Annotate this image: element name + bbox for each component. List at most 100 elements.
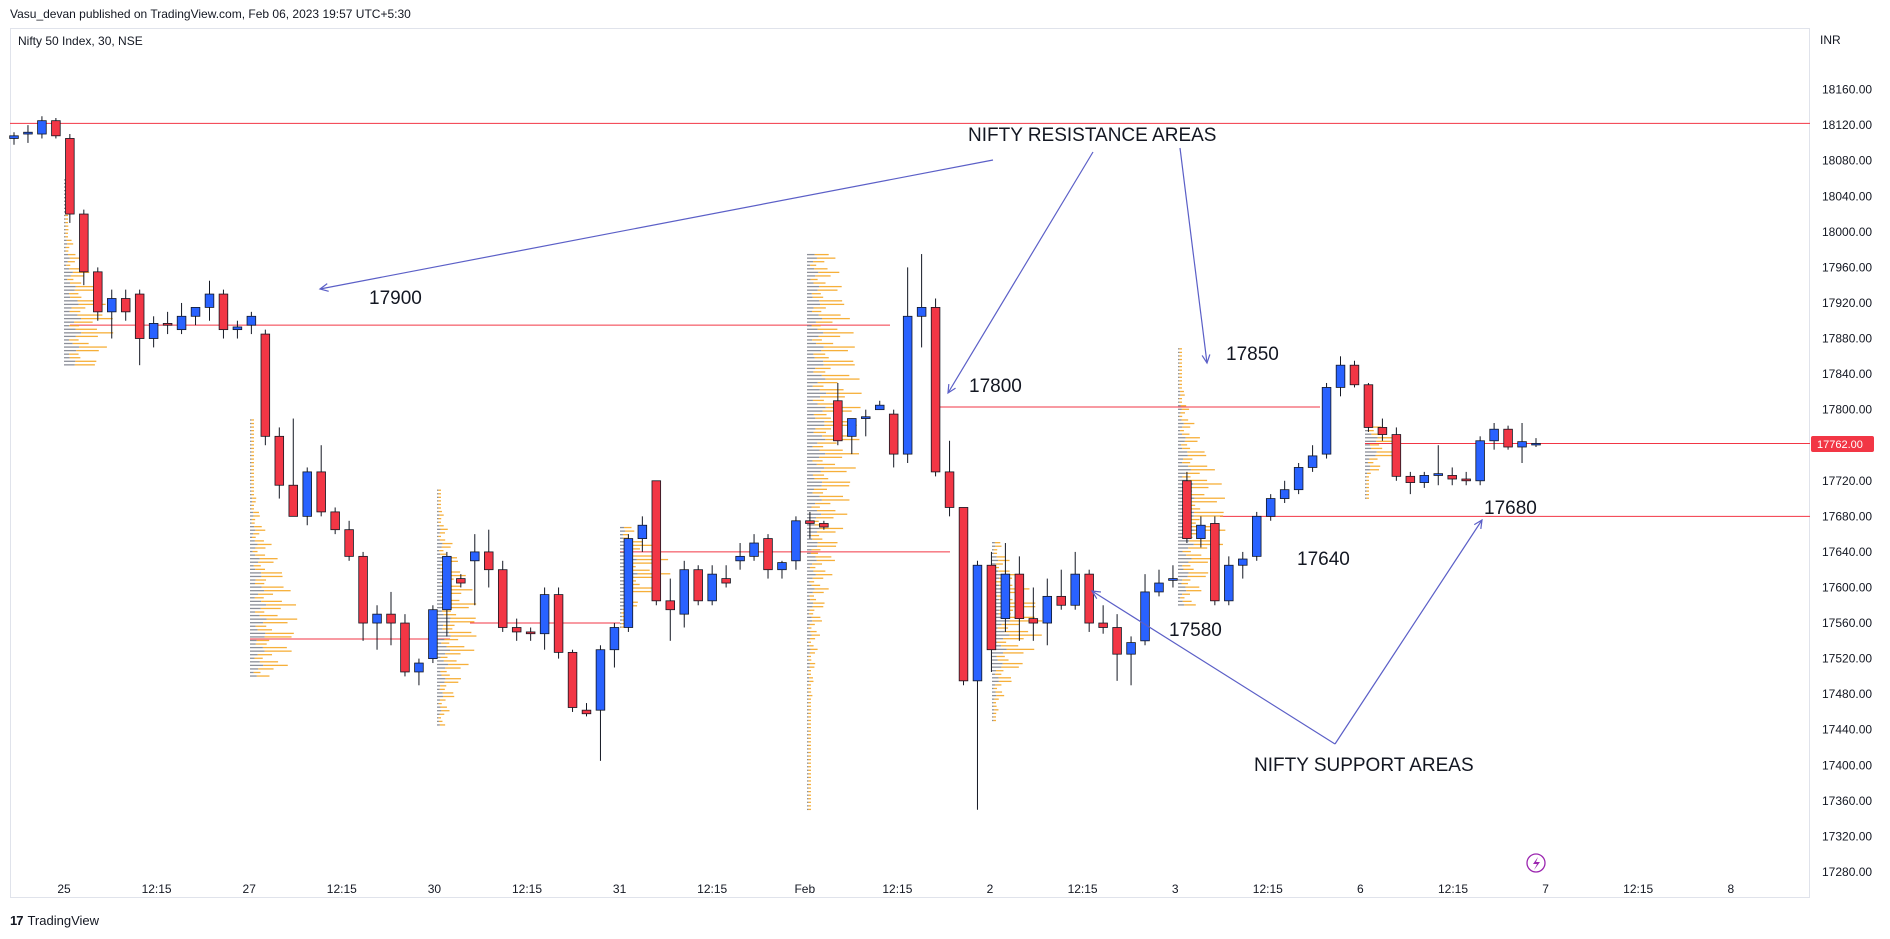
volume-profile-bar	[620, 551, 625, 554]
volume-profile-bar	[807, 492, 813, 494]
volume-profile-bar	[255, 643, 267, 645]
volume-profile-bar	[1003, 652, 1024, 654]
volume-profile-bar	[992, 691, 996, 693]
annotation-arrow-head	[1090, 590, 1102, 599]
volume-profile-bar	[807, 556, 816, 558]
level-17800-label: 17800	[969, 376, 1022, 397]
x-tick-label: 8	[1727, 882, 1734, 896]
candle-body	[120, 298, 131, 313]
volume-profile-bar	[77, 300, 103, 302]
volume-profile-bar	[1190, 469, 1215, 471]
volume-profile-bar	[1182, 426, 1191, 428]
candle-body	[176, 315, 187, 331]
volume-profile-bar	[250, 657, 255, 659]
volume-profile-bar	[250, 526, 255, 528]
volume-profile-bar	[807, 403, 818, 405]
volume-profile-bar	[1179, 373, 1182, 375]
volume-profile-bar	[64, 300, 78, 302]
volume-profile-bar	[439, 550, 444, 552]
candle-body	[1447, 475, 1457, 480]
volume-profile-bar	[438, 507, 441, 509]
candle-body	[1126, 642, 1136, 655]
volume-profile-bar	[992, 666, 1002, 668]
candle-body	[1070, 573, 1080, 606]
volume-profile-bar	[820, 396, 845, 398]
lightning-icon[interactable]	[1526, 853, 1546, 873]
volume-profile-bar	[1183, 422, 1195, 425]
volume-profile-bar	[1365, 447, 1372, 450]
candle-body	[162, 323, 173, 326]
volume-profile-bar	[825, 378, 860, 380]
volume-profile-bar	[810, 648, 818, 651]
volume-profile-bar	[807, 406, 826, 409]
y-tick-label: 17480.00	[1822, 687, 1872, 701]
volume-profile-bar	[1178, 547, 1189, 549]
volume-profile-bar	[816, 463, 836, 466]
volume-profile-bar	[993, 712, 997, 715]
volume-profile-bar	[70, 275, 84, 277]
volume-profile-bar	[77, 314, 103, 316]
candle-body	[651, 480, 662, 602]
volume-profile-bar	[64, 271, 73, 274]
volume-profile-bar	[250, 646, 263, 649]
candle-body	[609, 627, 620, 651]
volume-profile-bar	[64, 211, 66, 213]
volume-profile-bar	[812, 620, 822, 622]
volume-profile-bar	[437, 660, 444, 662]
volume-profile-bar	[443, 614, 457, 616]
volume-profile-bar	[1366, 479, 1369, 482]
volume-profile-bar	[450, 621, 475, 623]
volume-profile-bar	[807, 410, 823, 412]
volume-profile-bar	[65, 229, 69, 231]
volume-profile-bar	[807, 453, 826, 455]
volume-profile-bar	[1178, 572, 1189, 574]
volume-profile-bar	[250, 579, 256, 581]
volume-profile-bar	[1178, 600, 1183, 603]
candle-body	[23, 131, 33, 135]
candle-body	[148, 323, 159, 339]
volume-profile-bar	[75, 328, 97, 330]
volume-profile-bar	[263, 622, 288, 624]
volume-profile-bar	[992, 684, 996, 686]
volume-profile-bar	[812, 460, 823, 462]
volume-profile-bar	[807, 253, 815, 256]
volume-profile-bar	[809, 677, 813, 679]
volume-profile-bar	[812, 563, 823, 565]
volume-profile-bar	[815, 321, 833, 323]
candle-body	[944, 471, 955, 508]
volume-profile-bar	[810, 264, 817, 266]
volume-profile-bar	[807, 417, 816, 419]
candle-body	[1014, 573, 1025, 619]
volume-profile-bar	[807, 598, 811, 601]
volume-profile-bar	[251, 483, 254, 485]
candle-body	[274, 435, 285, 486]
volume-profile-bar	[250, 671, 254, 674]
volume-profile-bar	[261, 586, 284, 588]
volume-profile-bar	[67, 261, 75, 263]
volume-profile-bar	[808, 769, 811, 771]
candle-body	[693, 569, 703, 602]
volume-profile-bar	[807, 431, 814, 434]
volume-profile-bar	[251, 504, 254, 506]
volume-profile-bar	[250, 458, 252, 460]
volume-profile-bar	[1178, 568, 1184, 570]
volume-profile-bar	[65, 246, 70, 249]
volume-profile-bar	[1178, 348, 1180, 350]
volume-profile-bar	[251, 479, 254, 482]
volume-profile-bar	[1365, 483, 1367, 485]
volume-profile-bar	[997, 627, 1009, 629]
volume-profile-bar	[1178, 554, 1187, 556]
x-tick-label: 3	[1172, 882, 1179, 896]
volume-profile-bar	[823, 332, 854, 334]
candle-body	[916, 307, 927, 317]
volume-profile-bar	[807, 396, 821, 398]
volume-profile-bar	[439, 713, 445, 715]
volume-profile-bar	[808, 709, 812, 711]
volume-profile-bar	[816, 531, 836, 533]
volume-profile-bar	[437, 596, 442, 598]
footer-brand-label: TradingView	[27, 913, 100, 928]
publish-info: Vasu_devan published on TradingView.com,…	[10, 7, 411, 21]
volume-profile-bar	[993, 705, 997, 707]
volume-profile-bar	[812, 591, 824, 594]
